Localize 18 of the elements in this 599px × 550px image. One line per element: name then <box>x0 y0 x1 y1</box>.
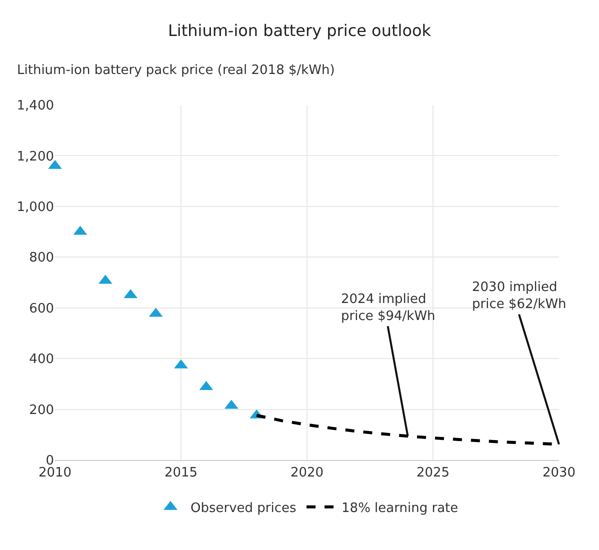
y-tick-label: 600 <box>29 301 54 316</box>
annotation: 2024 implied price $94/kWh <box>341 292 436 324</box>
y-tick-label: 200 <box>29 402 54 418</box>
chart-title: Lithium-ion battery price outlook <box>168 20 432 40</box>
y-tick-label: 800 <box>29 250 54 266</box>
y-tick-label: 1,200 <box>16 149 54 164</box>
x-tick-label: 2015 <box>164 466 198 481</box>
x-tick-label: 2010 <box>38 466 72 481</box>
y-axis-title: Lithium-ion battery pack price (real 2018 $/kWh) <box>17 63 335 78</box>
annotation: 2030 implied price $62/kWh <box>472 280 566 312</box>
y-tick-label: 1,400 <box>16 98 54 114</box>
y-tick-label: 400 <box>29 352 54 368</box>
y-tick-label: 1,000 <box>16 200 54 215</box>
x-tick-label: 2020 <box>290 466 324 481</box>
x-tick-label: 2030 <box>542 466 576 481</box>
legend-label: 18% learning rate <box>342 500 458 516</box>
x-tick-label: 2025 <box>416 466 450 481</box>
legend-label: Observed prices <box>190 500 297 516</box>
